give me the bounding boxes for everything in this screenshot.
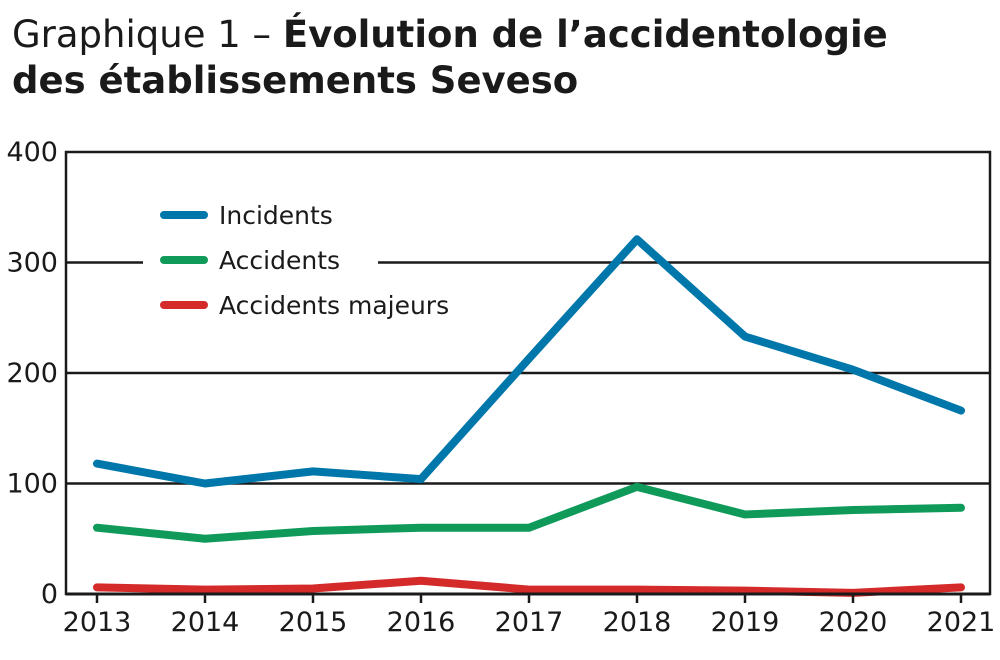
chart-title-line1: Évolution de l’accidentologie xyxy=(282,13,888,56)
data-point-0-8 xyxy=(960,409,962,412)
data-point-2-8 xyxy=(960,586,962,589)
data-point-2-0 xyxy=(96,586,98,589)
data-point-0-0 xyxy=(96,462,98,465)
x-tick-label-2018: 2018 xyxy=(603,607,672,638)
y-tick-label-200: 200 xyxy=(6,358,58,389)
tick-labels: 2013 2014 2015 2016 2017 2018 2019 2020 2021 0 100… xyxy=(6,137,995,638)
data-point-2-4 xyxy=(528,588,530,591)
data-point-1-2 xyxy=(312,530,314,533)
data-point-2-1 xyxy=(204,588,206,591)
series-line-2 xyxy=(93,576,965,597)
data-point-0-4 xyxy=(528,357,530,360)
y-tick-label-300: 300 xyxy=(6,248,58,279)
x-tick-label-2013: 2013 xyxy=(63,607,132,638)
y-tick-label-400: 400 xyxy=(6,137,58,168)
legend-label-1: Accidents xyxy=(219,246,340,275)
data-point-2-5 xyxy=(636,588,638,591)
x-tick-label-2014: 2014 xyxy=(171,607,240,638)
data-point-1-6 xyxy=(744,513,746,516)
x-tick-label-2016: 2016 xyxy=(387,607,456,638)
data-point-1-3 xyxy=(420,526,422,529)
data-point-0-7 xyxy=(852,368,854,371)
data-point-2-2 xyxy=(312,587,314,590)
data-point-1-7 xyxy=(852,509,854,512)
y-tick-label-100: 100 xyxy=(6,469,58,500)
data-point-2-3 xyxy=(420,579,422,582)
data-point-1-5 xyxy=(636,485,638,488)
data-point-2-6 xyxy=(744,589,746,592)
series-line-1 xyxy=(93,482,965,543)
series-layer xyxy=(93,235,965,597)
data-point-0-3 xyxy=(420,478,422,481)
data-point-0-1 xyxy=(204,482,206,485)
chart-title-line2: des établissements Seveso xyxy=(12,59,579,102)
x-tick-label-2017: 2017 xyxy=(495,607,564,638)
data-point-0-2 xyxy=(312,470,314,473)
data-point-1-8 xyxy=(960,506,962,509)
data-point-0-6 xyxy=(744,335,746,338)
chart-title-prefix: Graphique 1 – xyxy=(12,13,283,56)
x-tick-label-2020: 2020 xyxy=(819,607,888,638)
legend: Incidents Accidents Accidents majeurs xyxy=(143,190,449,325)
chart-title: Graphique 1 – Évolution de l’accidentolo… xyxy=(12,12,888,104)
data-point-1-0 xyxy=(96,526,98,529)
data-point-1-4 xyxy=(528,526,530,529)
x-tick-label-2019: 2019 xyxy=(711,607,780,638)
legend-label-0: Incidents xyxy=(219,201,333,230)
data-point-1-1 xyxy=(204,537,206,540)
x-tick-label-2021: 2021 xyxy=(927,607,996,638)
data-point-0-5 xyxy=(636,238,638,241)
y-tick-label-0: 0 xyxy=(41,579,58,610)
legend-label-2: Accidents majeurs xyxy=(219,291,449,320)
x-tick-label-2015: 2015 xyxy=(279,607,348,638)
